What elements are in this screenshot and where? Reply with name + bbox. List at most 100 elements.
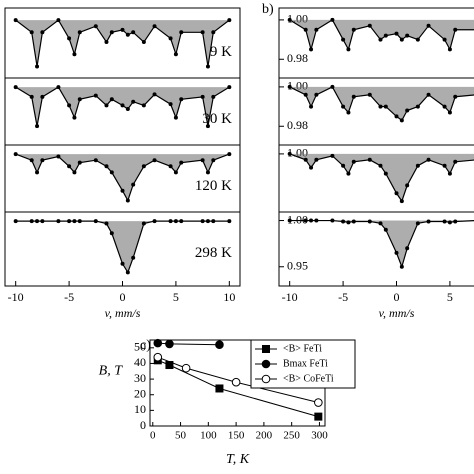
legend-marker (262, 345, 270, 353)
x-tick-label: 50 (175, 430, 187, 442)
data-point (67, 219, 72, 224)
data-point (309, 47, 314, 52)
data-point (309, 104, 314, 109)
data-point (383, 104, 388, 109)
data-point (330, 84, 335, 89)
data-point (13, 152, 18, 157)
x-tick-label: -5 (338, 290, 348, 304)
data-point (383, 171, 388, 176)
data-point (109, 231, 114, 236)
data-point (205, 170, 210, 175)
data-point (109, 97, 114, 102)
spectrum-area (289, 86, 474, 121)
spectrum-area (15, 20, 230, 67)
data-point (141, 103, 146, 108)
temperature-label: 298 K (195, 245, 232, 261)
data-point (35, 219, 40, 224)
data-point (131, 182, 136, 187)
data-point (104, 40, 109, 45)
data-point (346, 171, 351, 176)
data-point (152, 158, 157, 163)
data-point (120, 261, 125, 266)
data-point (447, 171, 452, 176)
data-point (341, 104, 346, 109)
data-point (399, 264, 404, 269)
data-point (181, 363, 191, 373)
data-point (173, 219, 178, 224)
legend-label: <B> CoFeTi (283, 373, 334, 384)
data-point (346, 47, 351, 52)
data-point (405, 246, 410, 251)
data-point (40, 30, 45, 35)
data-point (367, 219, 372, 224)
data-point (378, 221, 383, 226)
data-point (287, 84, 292, 89)
data-point (211, 219, 216, 224)
data-point (168, 219, 173, 224)
data-point (56, 154, 61, 159)
data-point (211, 158, 216, 163)
data-point (35, 124, 40, 129)
y-tick-label: 0.95 (287, 259, 308, 273)
data-point (40, 158, 45, 163)
data-point (141, 164, 146, 169)
data-point (56, 85, 61, 90)
x-tick-label: 300 (311, 430, 328, 442)
data-point (179, 97, 184, 102)
data-point (346, 110, 351, 115)
data-point (168, 36, 173, 41)
x-tick-label: 100 (200, 430, 217, 442)
data-point (453, 159, 458, 164)
data-point (426, 92, 431, 97)
data-point (215, 384, 224, 393)
data-point (442, 163, 447, 168)
data-point (179, 219, 184, 224)
data-point (179, 30, 184, 35)
data-point (93, 93, 98, 98)
data-point (56, 219, 61, 224)
data-point (351, 159, 356, 164)
data-point (405, 33, 410, 38)
x-tick-label: 5 (447, 290, 453, 304)
y-tick-label: 10 (134, 402, 146, 416)
data-point (141, 40, 146, 45)
data-point (152, 219, 157, 224)
data-point (173, 170, 178, 175)
data-point (109, 30, 114, 35)
data-point (367, 23, 372, 28)
data-point (72, 219, 77, 224)
data-point (141, 221, 146, 226)
data-point (153, 338, 163, 348)
y-tick-label: 0.98 (287, 118, 308, 132)
data-point (173, 115, 178, 120)
data-point (453, 219, 458, 224)
data-point (35, 170, 40, 175)
data-point (72, 115, 77, 120)
x-tick-label: 0 (120, 290, 126, 304)
data-point (153, 352, 163, 362)
data-point (120, 27, 125, 32)
data-point (394, 191, 399, 196)
data-point (200, 219, 205, 224)
y-tick-label: 20 (134, 386, 146, 400)
data-point (120, 103, 125, 108)
data-point (72, 52, 77, 57)
data-point (341, 163, 346, 168)
y-tick-label: 40 (134, 355, 146, 369)
data-point (405, 183, 410, 188)
y-tick-label: 0.98 (287, 51, 308, 65)
data-point (330, 218, 335, 223)
data-point (415, 221, 420, 226)
y-axis-label: B, T (99, 363, 124, 378)
data-point (200, 30, 205, 35)
x-axis-label: T, K (226, 452, 250, 467)
x-tick-label: 0 (150, 430, 156, 442)
data-point (314, 412, 323, 421)
data-point (125, 32, 130, 37)
data-point (125, 270, 130, 275)
data-point (287, 218, 292, 223)
data-point (303, 92, 308, 97)
y-tick-label: 50 (134, 340, 146, 354)
data-point (351, 94, 356, 99)
